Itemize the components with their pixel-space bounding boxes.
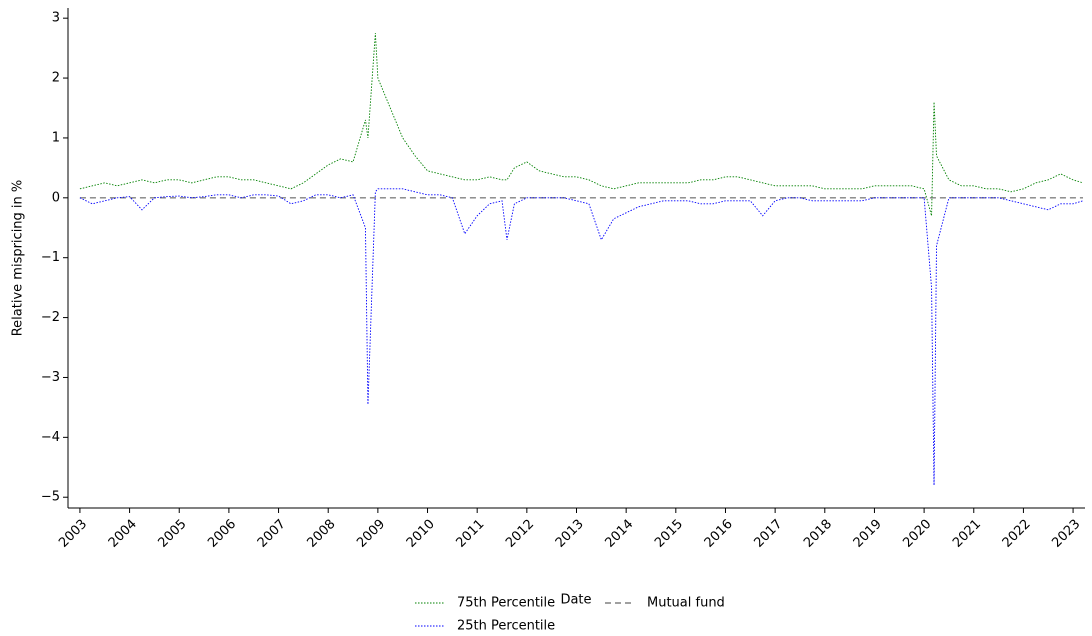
x-tick-label: 2007 — [255, 517, 289, 551]
x-tick-label: 2010 — [404, 517, 438, 551]
y-tick-label: 0 — [52, 190, 60, 205]
x-tick-label: 2009 — [354, 517, 388, 551]
x-tick-label: 2011 — [453, 517, 487, 551]
x-tick-label: 2018 — [801, 517, 835, 551]
x-tick-label: 2023 — [1049, 517, 1083, 551]
x-tick-label: 2005 — [156, 517, 190, 551]
x-tick-label: 2006 — [205, 517, 239, 551]
x-tick-label: 2019 — [851, 517, 885, 551]
y-tick-label: −4 — [41, 430, 60, 445]
x-tick-label: 2017 — [751, 517, 785, 551]
y-axis-label: Relative mispricing in % — [11, 180, 26, 337]
legend-label: Mutual fund — [647, 596, 725, 611]
y-tick-label: 1 — [52, 130, 60, 145]
y-tick-label: −1 — [41, 250, 60, 265]
y-tick-label: −3 — [41, 370, 60, 385]
series-line — [79, 188, 1084, 486]
y-tick-label: 2 — [52, 71, 60, 86]
x-axis-label: Date — [560, 593, 591, 608]
x-tick-label: 2020 — [900, 517, 934, 551]
legend-label: 75th Percentile — [457, 596, 555, 611]
y-tick-label: −5 — [41, 490, 60, 505]
x-tick-label: 2012 — [503, 517, 537, 551]
x-tick-label: 2013 — [553, 517, 587, 551]
x-tick-label: 2022 — [1000, 517, 1034, 551]
x-tick-label: 2016 — [702, 517, 736, 551]
x-tick-label: 2021 — [950, 517, 984, 551]
x-tick-label: 2015 — [652, 517, 686, 551]
x-tick-label: 2004 — [106, 517, 140, 551]
y-tick-label: −2 — [41, 310, 60, 325]
series-line — [79, 33, 1084, 216]
x-tick-label: 2008 — [305, 517, 339, 551]
legend-label: 25th Percentile — [457, 619, 555, 634]
x-tick-label: 2003 — [56, 517, 90, 551]
y-tick-label: 3 — [52, 11, 60, 26]
x-tick-label: 2014 — [602, 517, 636, 551]
